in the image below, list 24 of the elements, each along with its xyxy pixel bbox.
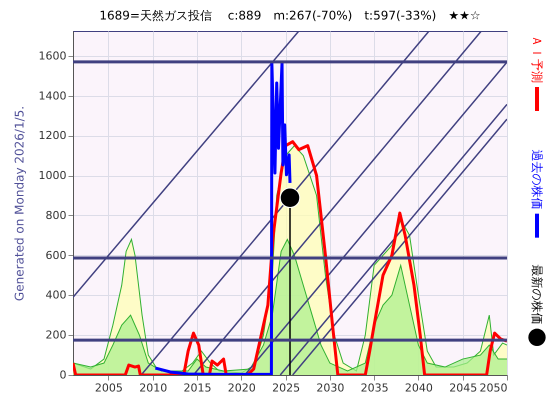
text: 最新の株価 (530, 264, 544, 324)
y-tick-label: 1600 (38, 49, 66, 62)
y-tick-label: 1200 (38, 129, 66, 142)
y-tick-label: 800 (46, 208, 66, 222)
x-tick-label: 2050 (480, 382, 508, 394)
text: ＡＩ予測 (530, 35, 544, 83)
text: 過去の株価 (530, 150, 544, 210)
x-tick-label: 2005 (94, 382, 123, 394)
x-tick-label: 2020 (228, 382, 256, 394)
y-tick-label: 1000 (38, 169, 66, 182)
y-tick-label: 1400 (38, 89, 66, 102)
x-tick-label: 2025 (272, 382, 300, 394)
x-tick-label: 2010 (139, 382, 168, 394)
x-tick-label: 2040 (404, 382, 433, 394)
x-tick-label: 2035 (360, 382, 389, 394)
y-tick-label: 0 (60, 368, 66, 382)
y-axis-title: Generated on Monday 2026/1/5. (12, 106, 27, 302)
x-tick-label: 2030 (316, 382, 344, 394)
x-tick-label: 2045 (449, 382, 478, 394)
x-tick-label: 2015 (184, 382, 212, 394)
y-tick-label: 600 (46, 248, 66, 262)
y-tick-label: 200 (46, 328, 66, 342)
y-tick-label: 400 (46, 288, 66, 302)
chart-title: 1689=天然ガス投信 c:889 m:267(-70%) t:597(-33%) ★★☆ (99, 8, 481, 22)
